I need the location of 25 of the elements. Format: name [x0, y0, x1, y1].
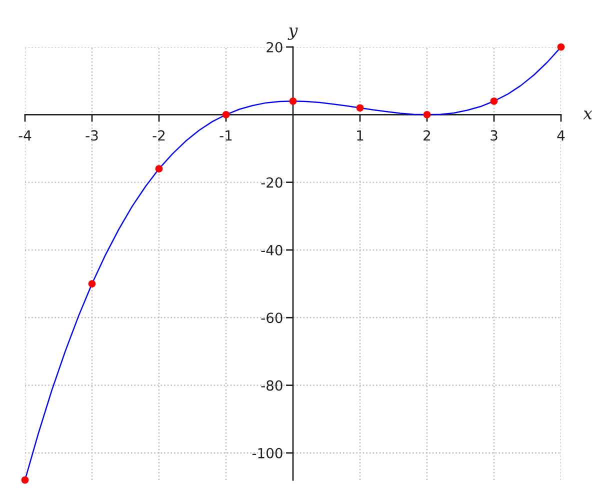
x-tick-label: -2: [152, 130, 165, 140]
point: [490, 97, 498, 105]
x-tick-label: 1: [357, 130, 364, 140]
point: [21, 476, 29, 484]
point: [356, 104, 364, 112]
point: [155, 165, 163, 172]
point: [423, 110, 431, 118]
y-tick-label: -100: [252, 448, 282, 458]
y-axis-title: y: [288, 28, 298, 40]
x-tick-label: 3: [490, 130, 498, 141]
x-tick-label: 2: [424, 130, 430, 140]
y-tick-label: -40: [261, 244, 282, 256]
point: [88, 280, 96, 288]
x-tick-label: -3: [86, 130, 98, 141]
point: [289, 97, 297, 105]
y-tick-label: -80: [261, 380, 282, 391]
x-tick-label: 4: [557, 130, 565, 140]
point: [222, 110, 230, 118]
y-tick-label: -60: [261, 312, 282, 324]
x-tick-label: -1: [220, 130, 232, 140]
y-tick-label: 20: [266, 42, 282, 52]
x-axis-title: x: [583, 110, 592, 120]
y-tick-label: -20: [261, 177, 282, 188]
point: [557, 43, 565, 51]
x-tick-label: -4: [18, 130, 32, 140]
